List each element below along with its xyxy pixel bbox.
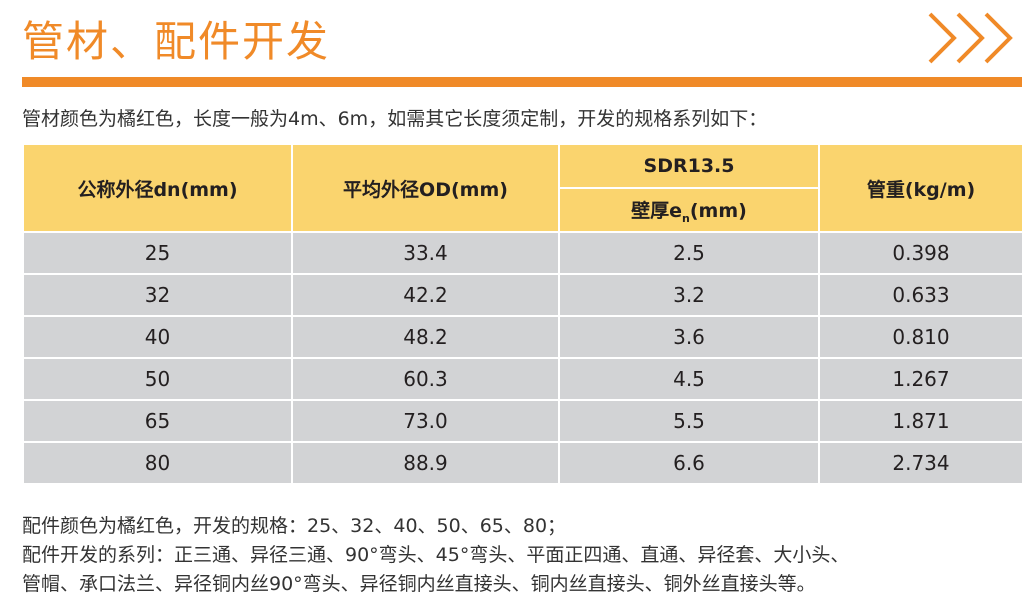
table-row: 25 33.4 2.5 0.398: [22, 231, 1024, 275]
table-cell: 3.2: [558, 273, 820, 317]
table-row: 65 73.0 5.5 1.871: [22, 399, 1024, 443]
table-cell: 88.9: [291, 441, 560, 485]
table-cell: 4.5: [558, 357, 820, 401]
table-cell: 1.871: [818, 399, 1024, 443]
table-cell: 65: [22, 399, 293, 443]
header-wall: 壁厚en(mm): [558, 187, 820, 233]
table-cell: 40: [22, 315, 293, 359]
table-cell: 0.633: [818, 273, 1024, 317]
table-row: 32 42.2 3.2 0.633: [22, 273, 1024, 317]
table-row: 40 48.2 3.6 0.810: [22, 315, 1024, 359]
table-cell: 33.4: [291, 231, 560, 275]
title-divider: [22, 77, 1022, 87]
table-cell: 25: [22, 231, 293, 275]
table-cell: 32: [22, 273, 293, 317]
footer-line: 管帽、承口法兰、异径铜内丝90°弯头、异径铜内丝直接头、铜内丝直接头、铜外丝直接…: [22, 573, 816, 595]
table-cell: 2.5: [558, 231, 820, 275]
header-weight: 管重(kg/m): [818, 143, 1024, 233]
table-cell: 6.6: [558, 441, 820, 485]
header-od: 平均外径OD(mm): [291, 143, 560, 233]
table-cell: 3.6: [558, 315, 820, 359]
footer-line: 配件开发的系列：正三通、异径三通、90°弯头、45°弯头、平面正四通、直通、异径…: [22, 544, 850, 566]
table-cell: 60.3: [291, 357, 560, 401]
header-dn: 公称外径dn(mm): [22, 143, 293, 233]
table-cell: 80: [22, 441, 293, 485]
table-row: 50 60.3 4.5 1.267: [22, 357, 1024, 401]
table-cell: 5.5: [558, 399, 820, 443]
table-cell: 1.267: [818, 357, 1024, 401]
page-title: 管材、配件开发: [22, 17, 331, 66]
header-sdr: SDR13.5: [558, 143, 820, 189]
triple-chevron-right-icon: [928, 12, 1013, 64]
table-row: 80 88.9 6.6 2.734: [22, 441, 1024, 485]
intro-text: 管材颜色为橘红色，长度一般为4m、6m，如需其它长度须定制，开发的规格系列如下：: [22, 108, 768, 130]
table-cell: 73.0: [291, 399, 560, 443]
table-cell: 0.398: [818, 231, 1024, 275]
table-cell: 50: [22, 357, 293, 401]
footer-line: 配件颜色为橘红色，开发的规格：25、32、40、50、65、80；: [22, 515, 567, 537]
table-cell: 48.2: [291, 315, 560, 359]
table-cell: 42.2: [291, 273, 560, 317]
footer-notes: 配件颜色为橘红色，开发的规格：25、32、40、50、65、80； 配件开发的系…: [22, 512, 849, 599]
table-cell: 0.810: [818, 315, 1024, 359]
table-cell: 2.734: [818, 441, 1024, 485]
spec-table: 公称外径dn(mm) 平均外径OD(mm) SDR13.5 管重(kg/m) 壁…: [22, 143, 1024, 485]
